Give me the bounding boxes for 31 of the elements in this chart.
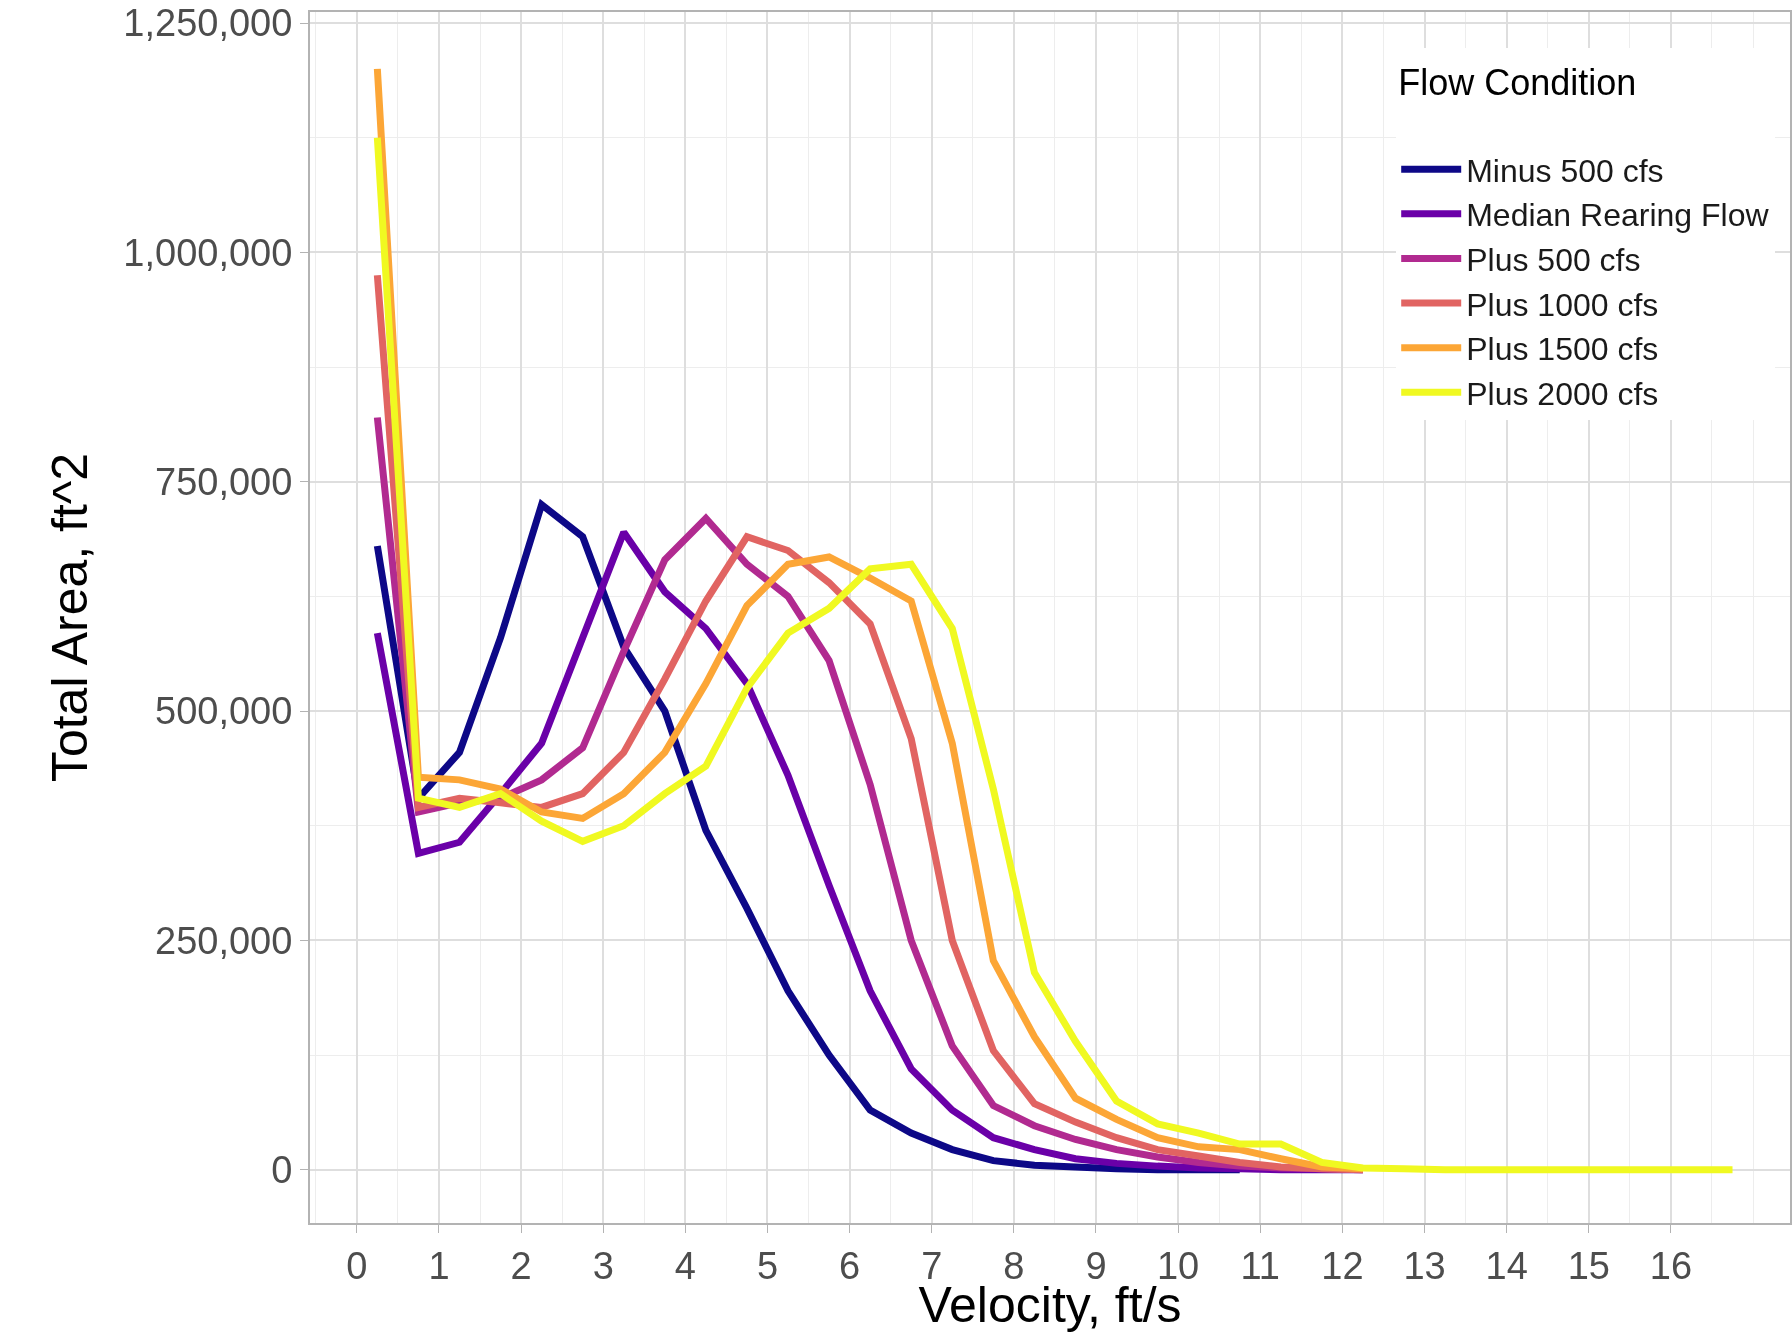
legend-label: Plus 500 cfs bbox=[1466, 241, 1641, 278]
x-tick-label: 12 bbox=[1321, 1244, 1364, 1287]
x-tick-label: 16 bbox=[1649, 1244, 1693, 1287]
legend-label: Plus 1500 cfs bbox=[1466, 331, 1659, 368]
x-tick-label: 7 bbox=[921, 1244, 943, 1287]
legend-label: Minus 500 cfs bbox=[1466, 152, 1664, 189]
y-tick-label: 0 bbox=[271, 1149, 293, 1192]
legend-label: Plus 2000 cfs bbox=[1466, 375, 1659, 412]
y-tick-label: 500,000 bbox=[155, 690, 293, 733]
x-tick-label: 6 bbox=[839, 1244, 861, 1287]
legend-title: Flow Condition bbox=[1398, 62, 1637, 104]
legend-label: Median Rearing Flow bbox=[1466, 197, 1770, 234]
x-tick-label: 10 bbox=[1156, 1244, 1200, 1287]
y-axis-title: Total Area, ft^2 bbox=[41, 452, 98, 783]
y-tick-label: 1,000,000 bbox=[123, 231, 293, 274]
legend-label: Plus 1000 cfs bbox=[1466, 286, 1659, 323]
x-tick-label: 9 bbox=[1085, 1244, 1107, 1287]
x-tick-label: 8 bbox=[1003, 1244, 1025, 1287]
x-tick-label: 1 bbox=[428, 1244, 450, 1287]
x-tick-label: 14 bbox=[1485, 1244, 1528, 1287]
y-tick-label: 250,000 bbox=[155, 919, 293, 962]
x-tick-label: 11 bbox=[1240, 1244, 1280, 1287]
x-tick-label: 5 bbox=[756, 1244, 779, 1287]
x-tick-label: 2 bbox=[510, 1244, 532, 1287]
x-tick-label: 4 bbox=[674, 1244, 696, 1287]
x-tick-label: 15 bbox=[1567, 1244, 1610, 1287]
x-tick-label: 13 bbox=[1403, 1244, 1446, 1287]
x-tick-label: 0 bbox=[346, 1244, 368, 1287]
y-tick-label: 750,000 bbox=[155, 461, 293, 504]
x-tick-label: 3 bbox=[592, 1244, 614, 1287]
y-tick-label: 1,250,000 bbox=[123, 2, 293, 45]
